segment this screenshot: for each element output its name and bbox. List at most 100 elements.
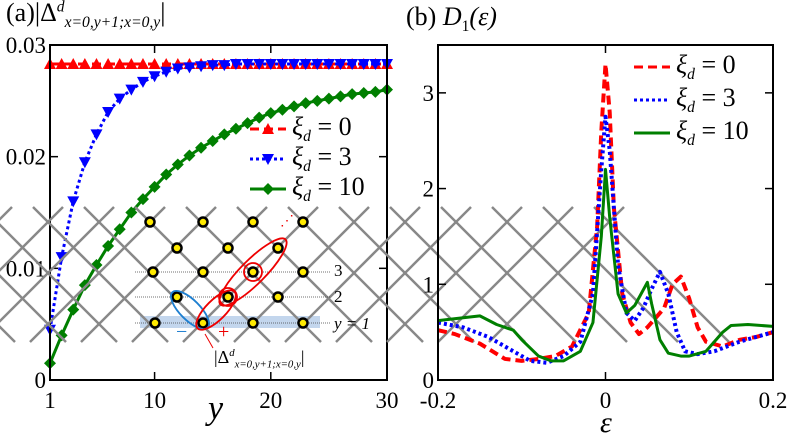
data-point [299,58,312,70]
data-point [55,57,68,69]
lattice-site [222,291,234,303]
panel-a-y-tick-label: 0.02 [6,145,46,170]
legend-entry: ξd = 0 [634,50,736,82]
data-point [183,149,196,162]
legend-value: = 3 [694,83,736,112]
legend-entry: ξd = 3 [250,142,352,174]
data-point [160,57,173,69]
red-long-ellipse [218,237,288,307]
inset-annotation-sup: d [229,347,235,359]
legend-marker [262,123,274,135]
legend-sub: d [303,188,311,206]
panel-b-label: (b) [406,2,437,31]
data-point [102,240,115,252]
panel-a-y-tick-label: 0.01 [6,256,46,281]
lattice-bond [29,206,166,343]
panel-a-x-tick-label: 10 [143,388,166,413]
legend-sub: d [687,66,695,84]
lattice-site [297,216,309,228]
legend-sub: d [687,99,695,117]
inset-plus-sign: + [218,321,230,343]
data-point [67,57,80,69]
legend-swatch [250,123,286,135]
lattice-site [171,242,183,254]
data-point [125,57,138,69]
inset-annotation-prefix: |Δ [214,347,230,367]
legend-marker [262,183,274,196]
panel-b-title: (b) D1(ε) [406,2,497,35]
data-point [334,58,347,70]
data-point [136,76,149,88]
lattice-site [297,317,309,329]
legend-value: = 0 [310,112,352,141]
inset-row-label-2: 2 [334,287,343,306]
data-point [55,329,68,342]
lattice-site [147,266,159,278]
data-point [241,58,254,70]
title-b-rest: (ε) [469,2,497,31]
legend-symbol: ξ [292,142,304,171]
data-point [253,111,266,124]
legend-value: = 0 [694,50,736,79]
panel-a-y-tick-label: 0.03 [6,33,46,58]
series-b-line-1 [437,114,774,365]
inset-annotation-suffix: | [300,347,305,367]
lattice-bond [32,206,169,343]
lattice-site [149,317,161,329]
data-point [311,58,324,70]
panel-a-label: (a) [6,0,35,27]
data-point [78,57,91,69]
x-axis-label-a: y [208,390,224,427]
data-point [113,93,126,105]
data-point [136,57,149,69]
panel-b-x-tick-label: 0.2 [759,388,788,413]
annotation-arrow [204,333,214,349]
data-point [67,303,80,316]
inset-continuation-dots: ⋰ [280,214,294,229]
data-point [276,58,289,70]
data-point [299,97,312,110]
data-point [288,100,301,113]
lattice-bond [386,206,523,343]
lattice-site [144,216,156,228]
panel-a-title: (a)|Δdx=0,y+1;x=0,y| [6,0,165,30]
lattice-bond [287,206,424,343]
legend-symbol: ξ [292,112,304,141]
data-point [90,57,103,69]
series-a-2 [44,83,393,370]
data-point [369,85,382,98]
data-point [78,157,91,169]
legend-sub: d [303,128,311,146]
legend-symbol: ξ [676,50,688,79]
lattice-bond [0,274,67,343]
series-b-line-2 [437,167,774,363]
lattice-bond [389,206,526,343]
data-point [288,58,301,70]
data-point [125,206,138,219]
lattice-site [222,242,234,254]
panel-b-x-tick-label: -0.2 [420,388,456,413]
lattice-bond [491,206,628,343]
lattice-site [197,216,209,228]
legend-swatch [634,65,670,69]
panel-a-x-tick-label: 20 [259,388,282,413]
data-point [183,62,196,74]
data-point [206,135,219,148]
title-b-main: D [442,2,462,31]
legend-marker [262,154,274,166]
panel-b-x-tick-label: 0 [600,388,612,413]
inset-row-label-3: 3 [334,261,343,280]
panel-a-plot-frame [49,44,388,381]
lattice-bond [0,206,115,323]
data-point [369,58,382,70]
data-point [253,58,266,70]
lattice-site [272,291,284,303]
data-point [357,87,370,100]
lattice-site [247,266,259,278]
lattice-site [272,242,284,254]
lattice-bond [335,206,472,343]
data-point [229,122,242,135]
data-point [241,117,254,130]
legend-swatch [634,131,670,135]
lattice-site [197,266,209,278]
